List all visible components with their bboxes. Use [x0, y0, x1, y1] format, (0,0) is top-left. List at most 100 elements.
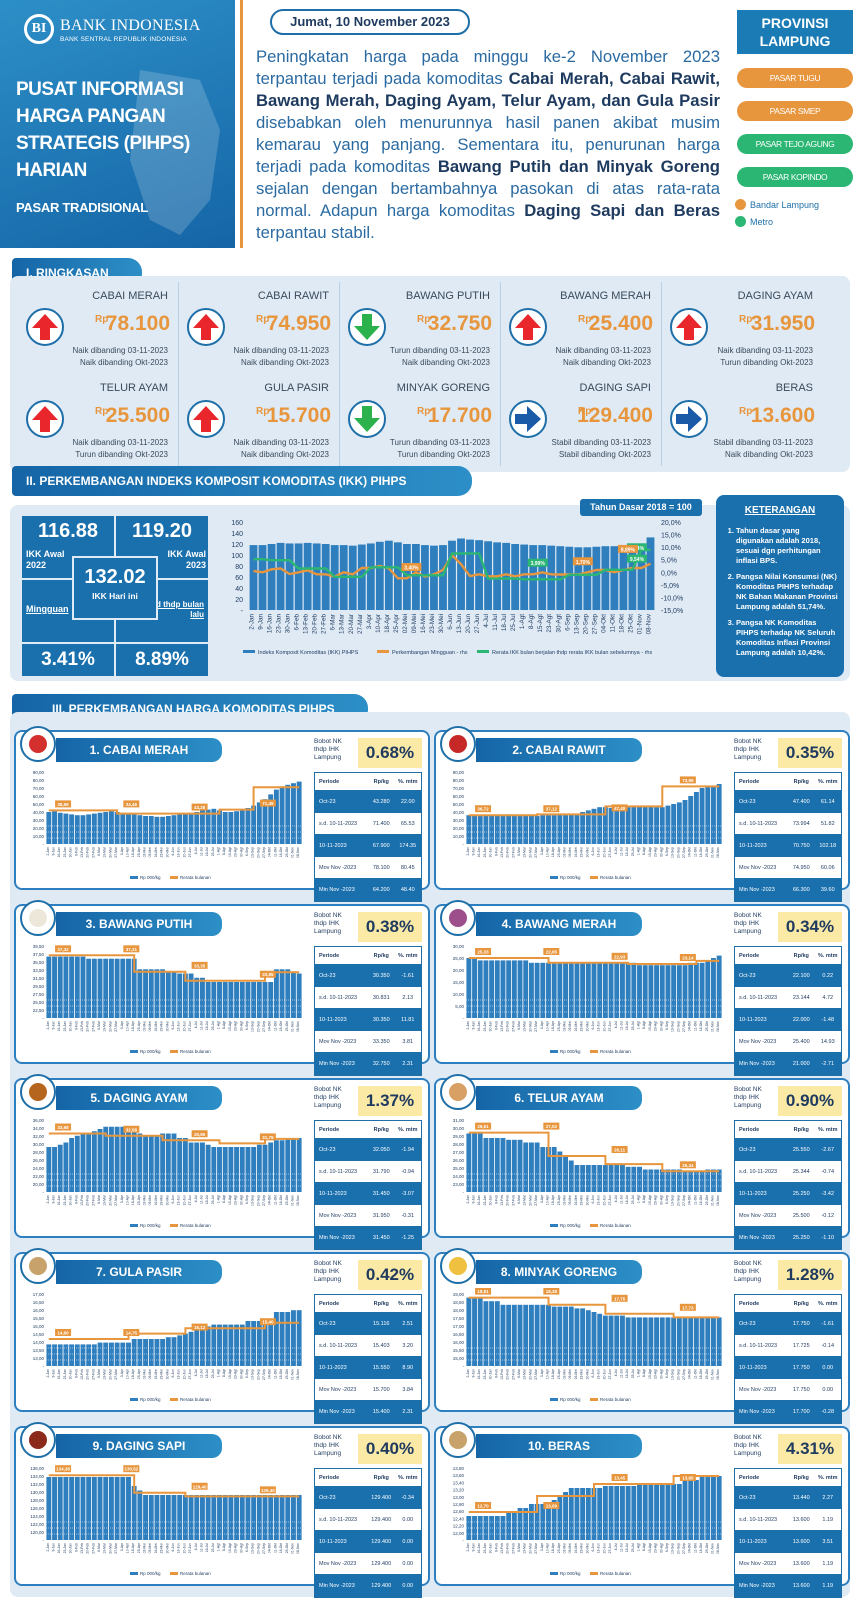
market-button[interactable]: PASAR TUGU — [737, 68, 853, 88]
table-header-cell: Periode — [319, 952, 340, 959]
ikk-bar — [294, 543, 303, 610]
x-tick-label: 25-Jul — [211, 1195, 215, 1204]
x-tick-label: 20-Feb — [506, 1543, 510, 1554]
table-cell: 31.790 — [372, 1168, 390, 1175]
table-row: Oct-23 129.400 -0.34 — [315, 1487, 421, 1509]
avg-label: 36,72 — [477, 807, 489, 812]
x-tick-label: 6-Feb — [494, 847, 498, 856]
x-tick-label: 09-Mei — [148, 1021, 152, 1032]
price-bar — [517, 1304, 523, 1366]
price-bar — [682, 965, 688, 1018]
price-bar — [46, 1477, 52, 1540]
x-tick-label: 6-Jun — [171, 1543, 175, 1552]
x-tick-label: 02-Mei — [143, 1369, 147, 1380]
table-row: 10-11-2023 129.400 0.00 — [315, 1531, 421, 1553]
x-tick-label: 1-Agt — [637, 1021, 641, 1029]
ikk-bar — [502, 542, 511, 610]
x-tick-label: 27-Feb — [511, 1195, 515, 1206]
commodity-title: 5. DAGING AYAM — [56, 1086, 222, 1110]
price-bar — [200, 1142, 205, 1192]
market-button[interactable]: PASAR KOPINDO — [737, 167, 853, 187]
price-bar — [671, 1169, 677, 1192]
x-tick-label: 27-Jun — [608, 1195, 612, 1205]
x-tick-label: 25-Okt — [285, 1543, 289, 1553]
y-tick-label: 160 — [231, 520, 243, 527]
table-header-row: Periode Rp/kg%. mtm — [735, 947, 841, 965]
y-tick-label: 90,00 — [33, 770, 45, 775]
ikk-bar — [646, 537, 655, 610]
price-bar — [585, 962, 591, 1018]
x-tick-label: 18-Jul — [625, 847, 629, 856]
y-tick-label: 13,00 — [453, 1495, 465, 1500]
price-bar — [279, 1140, 285, 1192]
price-bar — [103, 1477, 109, 1540]
x-tick-label: 23-Agt — [654, 1369, 658, 1379]
market-button[interactable]: PASAR SMEP — [737, 101, 853, 121]
x-tick-label: 04-Okt — [268, 1021, 272, 1031]
x-tick-label: 16-Mei — [574, 1369, 578, 1380]
x-tick-label: 01-Nov — [710, 1195, 714, 1206]
x-tick-label: 18-Okt — [699, 1195, 703, 1205]
table-cell: -1.61 — [401, 972, 415, 979]
avg-label: 14,60 — [57, 1331, 69, 1336]
x-tick-label: 3-Apr — [366, 614, 373, 629]
x-tick-label: 18-Okt — [279, 1369, 283, 1379]
avg-label-box — [191, 1130, 208, 1138]
x-tick-label: 9-Jan — [52, 1369, 56, 1378]
x-tick-label: 16-Mei — [574, 1021, 578, 1032]
price-bar — [211, 808, 217, 844]
price-bar — [716, 955, 722, 1018]
table-cell: 10-11-2023 — [319, 1364, 347, 1371]
price-bar — [654, 965, 660, 1018]
price-bar — [114, 1126, 120, 1192]
table-cell: Oct-23 — [319, 1146, 336, 1153]
x-tick-label: 08-Nov — [296, 1195, 300, 1206]
avg-label-box — [475, 948, 492, 955]
table-cell: 15.700 — [372, 1386, 390, 1393]
x-tick-label: 20-Jun — [182, 1195, 186, 1205]
price-bar — [637, 1484, 642, 1540]
x-tick-label: 11-Okt — [693, 1543, 697, 1553]
y-tick-label: 18,00 — [453, 1308, 465, 1313]
table-cell: 13.600 — [792, 1516, 810, 1523]
x-tick-label: 11-Okt — [273, 847, 277, 857]
x-tick-label: 23-Agt — [654, 1543, 658, 1553]
x-tick-label: 20-Feb — [86, 1195, 90, 1206]
table-header-cell: Rp/kg — [373, 1474, 389, 1481]
y-tick-label: - — [43, 842, 45, 847]
price-bar — [171, 971, 177, 1018]
price-bar — [472, 958, 477, 1018]
table-cell: s.d. 10-11-2023 — [739, 1168, 778, 1175]
x-tick-label: 27-Feb — [91, 1021, 95, 1032]
avg-label: 23,14 — [682, 956, 694, 961]
price-bar — [148, 969, 154, 1018]
ikk-chart: -20406080100120140160-15,0%-10,0%-5,0%0,… — [231, 520, 683, 656]
x-tick-label: 3-Apr — [540, 846, 544, 855]
market-button[interactable]: PASAR TEJO AGUNG — [737, 134, 853, 154]
avg-label: 130,52 — [124, 1467, 138, 1472]
x-tick-label: 30-Jan — [285, 614, 292, 634]
price-bar — [97, 1129, 103, 1192]
x-tick-label: 30-Agt — [659, 847, 663, 857]
x-tick-label: 6-Sep — [665, 847, 669, 856]
price-bar — [534, 816, 540, 844]
x-tick-label: 16-Mei — [574, 1543, 578, 1554]
table-header-cell: Rp/kg — [373, 952, 389, 959]
avg-line — [468, 1131, 720, 1173]
x-tick-label: 9-Jan — [258, 614, 265, 630]
price-bar — [574, 1488, 580, 1540]
price-bar — [74, 956, 80, 1018]
avg-label-box — [55, 1465, 72, 1473]
price-bar — [91, 813, 97, 844]
table-header-cell: %. mtm — [397, 1300, 418, 1307]
y-tick-label: - — [463, 842, 465, 847]
price-bar — [620, 1486, 625, 1540]
x-tick-label: 18-Jul — [625, 1369, 629, 1378]
table-cell: 23.144 — [792, 994, 810, 1001]
x-tick-label: 01-Nov — [290, 1021, 294, 1032]
y2-tick-label: 15,0% — [661, 533, 681, 540]
x-tick-label: 9-Jan — [472, 1369, 476, 1378]
price-bar — [80, 815, 86, 844]
price-bar — [262, 1495, 268, 1540]
table-cell: 10-11-2023 — [319, 1190, 347, 1197]
